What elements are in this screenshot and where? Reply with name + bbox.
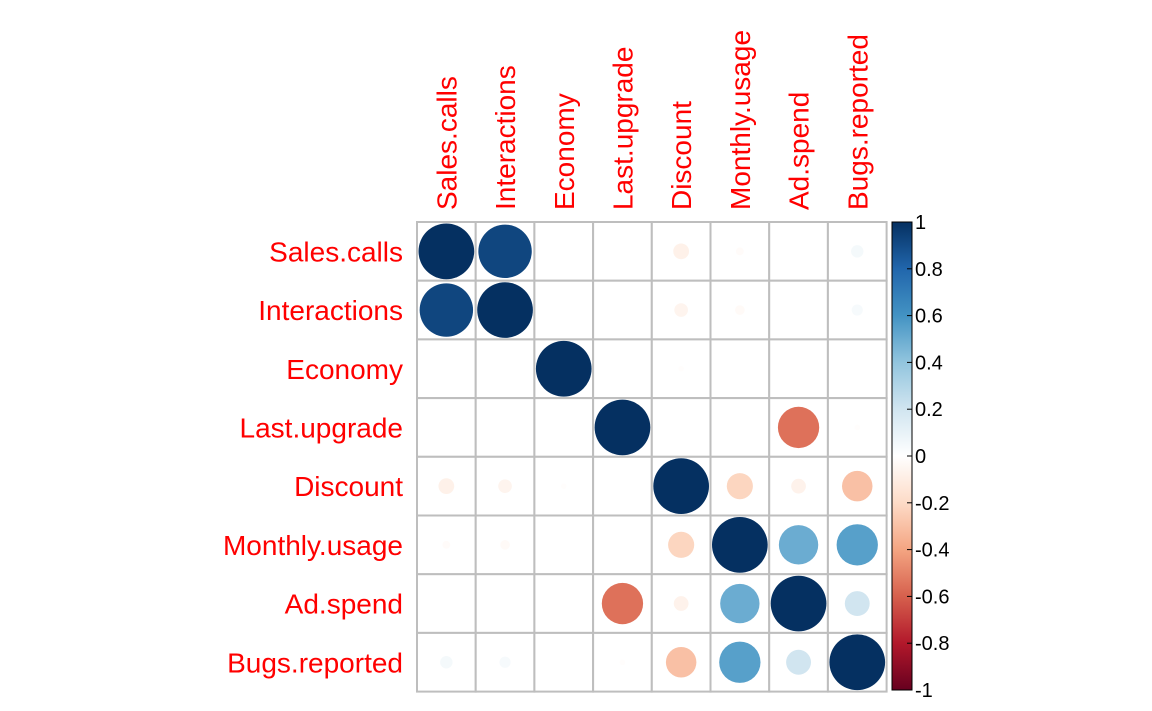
correlation-circle [851, 245, 864, 258]
matrix-cell [474, 338, 536, 400]
column-label: Interactions [490, 65, 521, 210]
matrix-cell [768, 279, 829, 341]
matrix-cell [533, 631, 595, 693]
matrix-cell [474, 397, 536, 458]
correlation-circle [719, 641, 761, 683]
correlation-circle [535, 340, 592, 397]
correlation-circle [778, 525, 819, 565]
row-label: Interactions [258, 295, 403, 326]
colorbar-tick-label: -0.2 [915, 493, 949, 515]
correlation-circle [477, 282, 533, 338]
correlation-circle [836, 524, 878, 566]
matrix-cell [533, 573, 595, 634]
colorbar-tick-label: -0.8 [915, 633, 949, 655]
column-label: Sales.calls [431, 76, 462, 210]
correlation-circle [442, 540, 451, 549]
row-label: Discount [294, 471, 403, 502]
colorbar-tick-label: -1 [915, 680, 933, 702]
correlation-circle [720, 583, 760, 624]
correlation-circles [418, 223, 886, 691]
correlation-circle [777, 406, 820, 449]
colorbar-tick-label: 0 [915, 446, 926, 468]
correlation-circle [665, 647, 697, 678]
correlation-circle [735, 305, 745, 315]
matrix-cell [592, 279, 653, 341]
matrix-cell [592, 455, 653, 517]
correlation-circle [735, 247, 744, 256]
correlation-circle [500, 540, 510, 550]
matrix-cell [592, 221, 653, 282]
matrix-cell [826, 221, 888, 282]
correlation-circle [499, 656, 511, 668]
column-label: Ad.spend [784, 92, 815, 210]
matrix-cell [768, 221, 829, 282]
matrix-cell [709, 279, 771, 341]
column-label: Bugs.reported [842, 34, 873, 210]
correlation-circle [438, 478, 455, 495]
correlation-circle [844, 591, 870, 616]
correlation-circle [418, 223, 475, 280]
correlation-circle [440, 656, 453, 669]
correlation-circle [673, 243, 690, 260]
row-label: Last.upgrade [240, 412, 403, 443]
correlation-circle [653, 458, 710, 514]
correlation-circle [594, 399, 651, 456]
correlation-circle [673, 596, 689, 611]
correlation-circle [619, 659, 626, 666]
matrix-cell [533, 279, 595, 341]
correlation-circle [668, 531, 695, 558]
matrix-cell [592, 338, 653, 400]
correlation-circle [854, 424, 861, 431]
matrix-cell [533, 514, 595, 576]
matrix-cell [709, 397, 771, 458]
correlation-circle [419, 283, 474, 337]
colorbar-tick-label: 0.4 [915, 352, 943, 374]
correlation-circle [560, 483, 567, 489]
column-label: Last.upgrade [607, 47, 638, 210]
colorbar-tick-label: 0.2 [915, 399, 943, 421]
correlation-circle [601, 582, 644, 625]
matrix-cell [533, 397, 595, 458]
row-label: Ad.spend [285, 589, 403, 620]
correlation-circle [851, 304, 863, 316]
column-labels: Sales.calls Interactions Economy Last.upgra… [431, 30, 873, 210]
correlation-circle [791, 478, 806, 494]
colorbar-tick-label: 0.6 [915, 306, 943, 328]
matrix-cell [416, 397, 477, 458]
matrix-cell [533, 221, 595, 282]
row-label: Bugs.reported [227, 647, 403, 678]
colorbar-tick-label: 0.8 [915, 259, 943, 281]
matrix-cell [826, 338, 888, 400]
colorbar-tick-label: -0.4 [915, 540, 949, 562]
row-label: Sales.calls [269, 236, 403, 267]
row-labels: Sales.calls Interactions Economy Last.upgra… [223, 236, 403, 678]
correlation-circle [674, 303, 688, 317]
matrix-cell [416, 338, 477, 400]
column-label: Discount [666, 101, 697, 210]
matrix-cell [416, 573, 477, 634]
matrix-cell [650, 397, 712, 458]
matrix-cell [592, 514, 653, 576]
matrix-cell [474, 573, 536, 634]
matrix-cell [768, 338, 829, 400]
correlation-circle [829, 634, 886, 691]
colorbar-tick-label: 1 [915, 212, 926, 234]
matrix-cell [709, 338, 771, 400]
column-label: Economy [549, 93, 580, 210]
row-label: Economy [286, 354, 403, 385]
row-label: Monthly.usage [223, 530, 403, 561]
column-label: Monthly.usage [725, 30, 756, 210]
correlation-circle [770, 575, 827, 632]
correlation-circle [842, 470, 873, 502]
colorbar-tick-label: -0.6 [915, 586, 949, 608]
correlation-circle [712, 517, 768, 573]
correlation-circle [726, 473, 753, 500]
color-legend: 1 0.8 0.6 0.4 0.2 0 -0.2 -0.4 -0.6 -0.8 -1 [891, 212, 949, 702]
correlation-circle [678, 365, 684, 372]
correlation-circle [786, 649, 811, 675]
correlation-circle [478, 224, 532, 279]
correlation-circle [498, 479, 512, 493]
